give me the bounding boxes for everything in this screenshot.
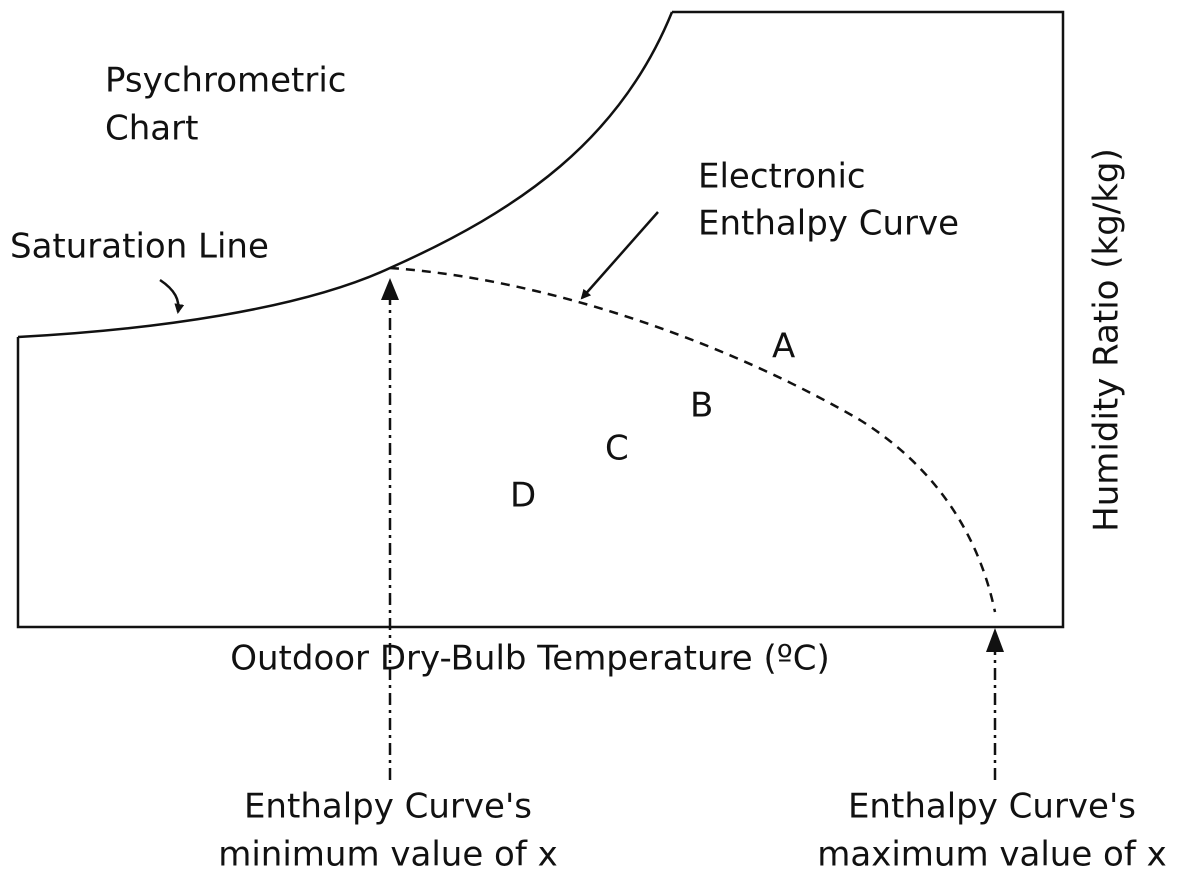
frame [16,10,1065,629]
saturation-arrow [159,278,185,314]
zone-label: A [772,327,795,367]
y-axis-label: Humidity Ratio (kg/kg) [1087,148,1127,532]
zone-label: C [605,429,629,469]
zone-label: B [690,386,713,426]
x-axis-label: Outdoor Dry-Bulb Temperature (ºC) [230,639,830,679]
min-label: Enthalpy Curve's [244,787,532,827]
enthalpy-curve [389,266,997,613]
enthalpy-arrow [580,211,659,300]
zone-label: D [510,476,536,516]
saturation-label: Saturation Line [10,227,269,267]
chart-frame [16,10,1065,780]
min-arrowhead [381,278,399,300]
enthalpy-label: Enthalpy Curve [698,204,959,244]
max-label: maximum value of x [817,835,1167,872]
min-label: minimum value of x [218,835,558,872]
max-arrowhead [986,628,1004,652]
title-line: Chart [105,109,198,149]
title-line: Psychrometric [105,61,347,101]
enthalpy-label: Electronic [698,157,866,197]
max-label: Enthalpy Curve's [848,787,1136,827]
